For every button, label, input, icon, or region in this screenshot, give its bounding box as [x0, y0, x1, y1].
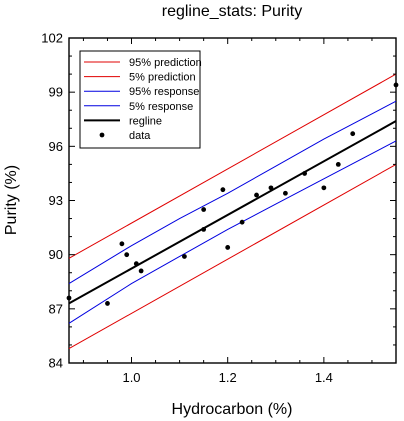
x-axis-label: Hydrocarbon (%) [172, 401, 293, 418]
y-axis-label: Purity (%) [3, 165, 20, 235]
data-point [254, 192, 259, 198]
series-line-95-prediction [68, 73, 397, 259]
legend-label: regline [129, 115, 162, 127]
data-point [124, 252, 130, 258]
y-axis: 84 87 90 93 96 99 102 [41, 31, 396, 371]
legend-label: 5% prediction [129, 72, 196, 84]
x-tick-label: 1.2 [219, 370, 237, 385]
data-point [201, 207, 207, 212]
legend-label: 5% response [129, 101, 193, 113]
data-point [350, 131, 356, 137]
y-tick-label: 96 [49, 139, 63, 154]
legend-label: 95% prediction [129, 57, 202, 69]
y-tick-label: 87 [49, 301, 63, 316]
data-point [393, 82, 399, 88]
data-point [119, 241, 125, 247]
legend-label: 95% response [129, 86, 199, 98]
data-point [335, 161, 341, 167]
x-axis: 1.0 1.2 1.4 [82, 38, 397, 385]
chart-title: regline_stats: Purity [162, 3, 303, 20]
y-tick-label: 99 [49, 85, 63, 100]
x-tick-label: 1.0 [122, 370, 140, 385]
series-line-5-prediction [68, 163, 397, 349]
y-tick-label: 84 [49, 356, 63, 371]
series-line-95-response [68, 100, 397, 284]
series-line-regline [68, 120, 397, 305]
plot-series [68, 73, 397, 349]
data-point [138, 268, 144, 274]
data-point [105, 301, 110, 306]
x-tick-label: 1.4 [315, 370, 333, 385]
data-point [182, 254, 187, 259]
data-point [302, 171, 308, 176]
y-tick-label: 102 [41, 31, 63, 46]
data-point [133, 261, 139, 267]
legend: 95% prediction 5% prediction 95% response 5… [79, 50, 202, 149]
data-point [321, 185, 327, 191]
data-point [201, 226, 207, 232]
legend-box [79, 50, 201, 149]
data-point [66, 295, 72, 301]
series-line-5-response [68, 140, 397, 324]
legend-label: data [129, 130, 151, 142]
data-point [283, 190, 288, 196]
plot-points [66, 82, 399, 306]
data-point [220, 187, 226, 193]
data-point [268, 185, 274, 191]
y-tick-label: 93 [49, 193, 63, 208]
y-tick-label: 90 [49, 247, 63, 262]
data-point [239, 219, 245, 225]
data-point [225, 245, 231, 250]
legend-marker [99, 132, 105, 138]
